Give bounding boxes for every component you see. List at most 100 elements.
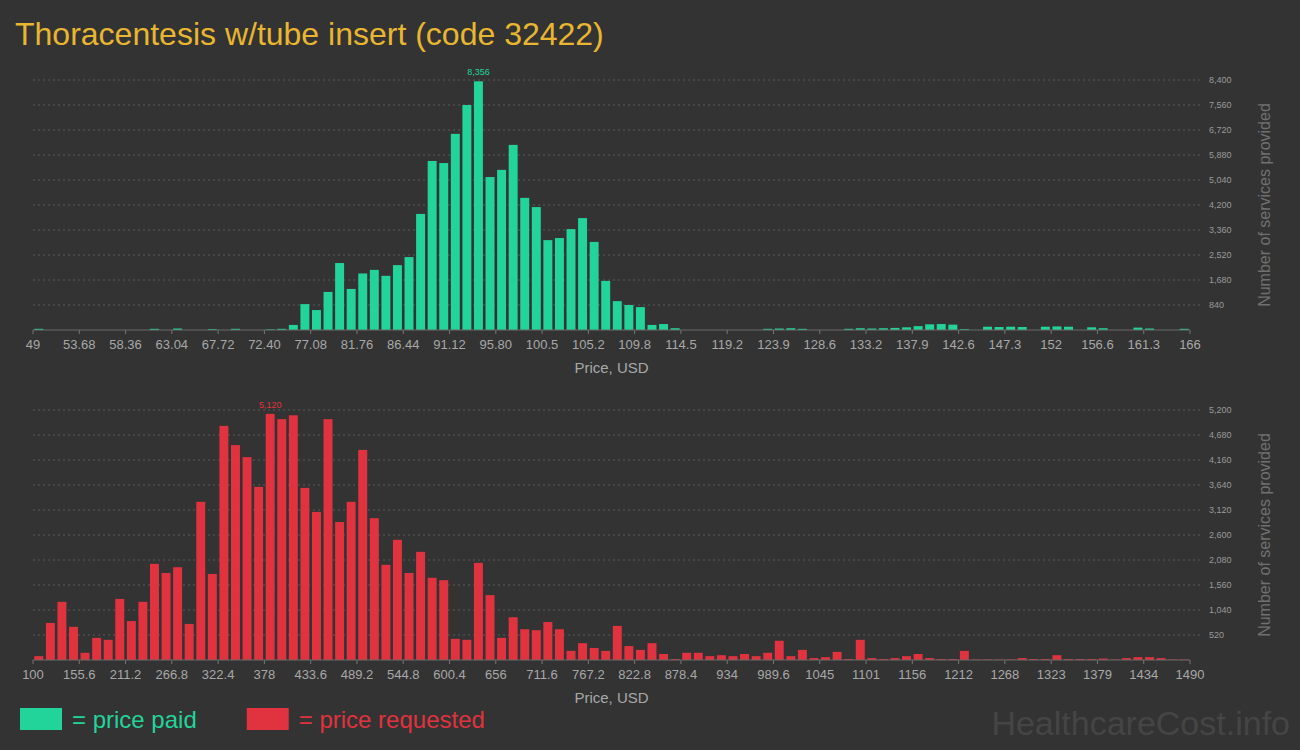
grid-line xyxy=(33,230,1200,231)
x-tick-label: 119.2 xyxy=(711,337,743,352)
x-tick xyxy=(819,330,820,334)
legend-label: = price paid xyxy=(72,706,197,733)
bar xyxy=(300,304,309,330)
x-tick xyxy=(542,330,543,334)
x-tick xyxy=(218,330,219,334)
y-axis-title: Number of services provided xyxy=(1256,103,1273,307)
bar xyxy=(786,656,795,660)
y-tick-label: 4,160 xyxy=(1209,455,1232,465)
x-tick xyxy=(1051,330,1052,334)
watermark: HealthcareCost.info xyxy=(991,704,1290,742)
y-tick-label: 5,200 xyxy=(1209,405,1232,415)
bar xyxy=(34,656,43,660)
bar xyxy=(694,653,703,660)
x-tick xyxy=(1097,660,1098,664)
bar xyxy=(613,301,622,330)
background xyxy=(0,0,1300,750)
annotation: 5,120 xyxy=(259,400,282,410)
x-tick-label: 1323 xyxy=(1037,667,1066,682)
x-tick-label: 105.2 xyxy=(572,337,605,352)
bar xyxy=(532,630,541,660)
x-tick xyxy=(310,330,311,334)
x-tick-label: 822.8 xyxy=(618,667,651,682)
x-tick-label: 767.2 xyxy=(572,667,605,682)
bar xyxy=(624,646,633,660)
x-tick xyxy=(634,330,635,334)
bar xyxy=(1052,326,1061,330)
x-tick-label: 128.6 xyxy=(803,337,836,352)
x-tick-label: 989.6 xyxy=(757,667,790,682)
bar xyxy=(428,161,437,330)
x-tick-label: 1101 xyxy=(852,667,880,682)
x-tick xyxy=(495,330,496,334)
bar xyxy=(312,512,321,660)
x-tick-label: 142.6 xyxy=(942,337,975,352)
grid-line xyxy=(33,510,1200,511)
bar xyxy=(138,602,147,660)
bar xyxy=(925,324,934,330)
bar xyxy=(856,640,865,660)
bar xyxy=(659,324,668,330)
bar xyxy=(509,617,518,660)
bar xyxy=(405,573,414,660)
x-tick xyxy=(819,660,820,664)
x-tick xyxy=(773,660,774,664)
page: {"title": "Thoracentesis w/tube insert (… xyxy=(0,0,1300,750)
bar xyxy=(578,218,587,330)
bar xyxy=(613,626,622,660)
bar xyxy=(162,573,171,660)
x-tick-label: 86.44 xyxy=(387,337,420,352)
x-tick-label: 58.36 xyxy=(109,337,142,352)
legend-label: = price requested xyxy=(299,706,485,733)
y-tick-label: 7,560 xyxy=(1209,100,1232,110)
bar xyxy=(960,651,969,660)
x-tick xyxy=(356,330,357,334)
x-tick-label: 63.04 xyxy=(156,337,189,352)
bar xyxy=(347,502,356,660)
bar xyxy=(393,540,402,660)
x-tick xyxy=(1143,660,1144,664)
grid-line xyxy=(33,560,1200,561)
bar xyxy=(381,565,390,660)
x-tick xyxy=(264,660,265,664)
bars xyxy=(34,414,1188,660)
x-tick-label: 53.68 xyxy=(63,337,96,352)
grid-line xyxy=(33,205,1200,206)
y-tick-label: 3,360 xyxy=(1209,225,1232,235)
bar xyxy=(555,629,564,660)
bar xyxy=(578,643,587,660)
bar xyxy=(567,229,576,330)
y-tick-label: 6,720 xyxy=(1209,125,1232,135)
y-tick-label: 2,080 xyxy=(1209,555,1232,565)
y-tick-label: 520 xyxy=(1209,630,1224,640)
bar xyxy=(509,145,518,330)
x-tick xyxy=(773,330,774,334)
x-tick xyxy=(866,660,867,664)
bar xyxy=(474,563,483,660)
x-tick-label: 133.2 xyxy=(850,337,883,352)
bar xyxy=(451,134,460,330)
x-tick-label: 137.9 xyxy=(896,337,929,352)
x-tick xyxy=(1004,330,1005,334)
bar xyxy=(543,240,552,330)
bar xyxy=(636,650,645,660)
bar xyxy=(833,652,842,660)
x-tick-label: 1045 xyxy=(805,667,834,682)
bars xyxy=(34,81,1188,330)
x-tick xyxy=(1190,660,1191,664)
bar xyxy=(254,487,263,660)
y-tick-label: 840 xyxy=(1209,300,1224,310)
grid-line xyxy=(33,155,1200,156)
x-tick-label: 489.2 xyxy=(341,667,374,682)
x-tick-label: 433.6 xyxy=(294,667,327,682)
bar xyxy=(370,270,379,330)
bar xyxy=(335,263,344,330)
bar xyxy=(324,292,333,330)
x-tick-label: 91.12 xyxy=(433,337,466,352)
x-tick-label: 77.08 xyxy=(294,337,327,352)
bar xyxy=(127,621,136,660)
x-tick xyxy=(912,660,913,664)
bar xyxy=(46,623,55,660)
x-tick xyxy=(264,330,265,334)
x-tick xyxy=(33,330,34,334)
